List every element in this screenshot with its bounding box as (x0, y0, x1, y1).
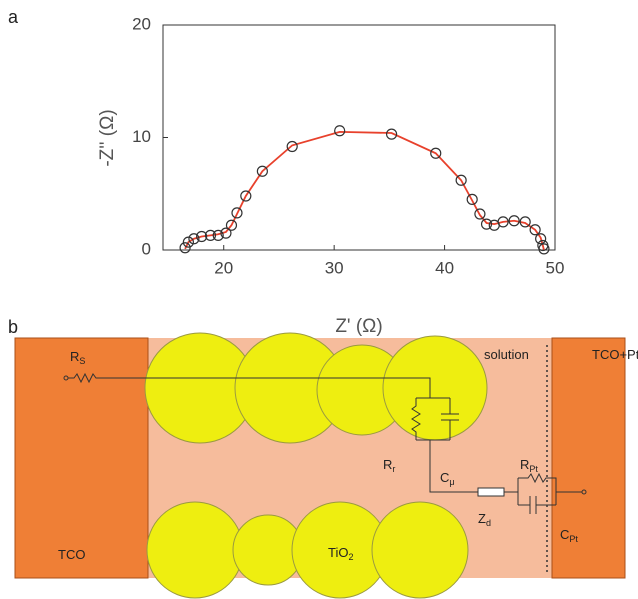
y-tick-label: 0 (142, 239, 151, 258)
data-point (535, 233, 547, 245)
data-point (188, 233, 200, 245)
diagram-label: CPt (560, 527, 578, 544)
data-point (480, 218, 493, 230)
data-point (196, 230, 208, 243)
data-point (519, 216, 531, 228)
label-text: TiO (328, 545, 348, 560)
diagram-label: TCO (58, 547, 85, 562)
label-subscript: S (79, 356, 85, 366)
data-point (508, 215, 520, 227)
data-point (179, 242, 191, 254)
x-tick-label: 50 (546, 258, 565, 277)
label-text: Z (478, 511, 486, 526)
label-text: solution (484, 347, 529, 362)
panel-label: a (8, 7, 19, 27)
data-point (529, 224, 541, 236)
counter-electrode (551, 337, 626, 579)
label-text: R (70, 349, 79, 364)
data-point (240, 190, 252, 202)
data-point (474, 208, 486, 220)
diagram-label: Zd (478, 511, 491, 528)
label-text: TCO+Pt (592, 347, 638, 362)
data-point (455, 174, 467, 186)
label-subscript: Pt (529, 464, 538, 474)
label-subscript: Pt (569, 534, 578, 544)
y-tick-label: 20 (132, 14, 151, 33)
tco-electrode (14, 337, 149, 579)
diagram-label: RS (70, 349, 85, 366)
x-tick-label: 30 (325, 258, 344, 277)
label-text: C (560, 527, 569, 542)
data-point (182, 236, 194, 248)
data-point (220, 227, 232, 239)
x-axis-label: Z' (Ω) (335, 316, 382, 337)
label-text: R (383, 457, 392, 472)
label-text: R (520, 457, 529, 472)
diagram-label: TCO+Pt (592, 347, 638, 362)
diagram-label: TiO2 (328, 545, 353, 562)
data-point (212, 229, 224, 241)
diagram-label: Cμ (440, 470, 455, 487)
panel-label: b (8, 317, 18, 337)
label-text: TCO (58, 547, 85, 562)
circuit (63, 372, 587, 514)
data-point (497, 216, 509, 228)
y-tick-label: 10 (132, 127, 151, 146)
data-point (334, 125, 346, 137)
data-point (385, 128, 398, 140)
x-tick-label: 20 (214, 258, 233, 277)
diagram-label: Rr (383, 457, 395, 474)
data-point (430, 147, 442, 159)
label-subscript: μ (449, 477, 454, 487)
data-point (538, 243, 550, 255)
label-text: C (440, 470, 449, 485)
particles (144, 332, 488, 599)
diagram-label: RPt (520, 457, 538, 474)
label-subscript: r (392, 464, 395, 474)
label-subscript: 2 (348, 552, 353, 562)
y-axis-label: -Z'' (Ω) (97, 109, 118, 166)
data-point (286, 140, 298, 153)
data-point (225, 219, 238, 231)
data-point (256, 165, 268, 177)
fit-line (184, 130, 545, 251)
diagram-label: solution (484, 347, 529, 362)
x-tick-label: 40 (435, 258, 454, 277)
label-subscript: d (486, 518, 491, 528)
data-point (204, 229, 217, 241)
data-point (231, 207, 243, 219)
diagram (14, 332, 626, 599)
data-point (466, 193, 478, 205)
plot-frame (162, 24, 556, 251)
